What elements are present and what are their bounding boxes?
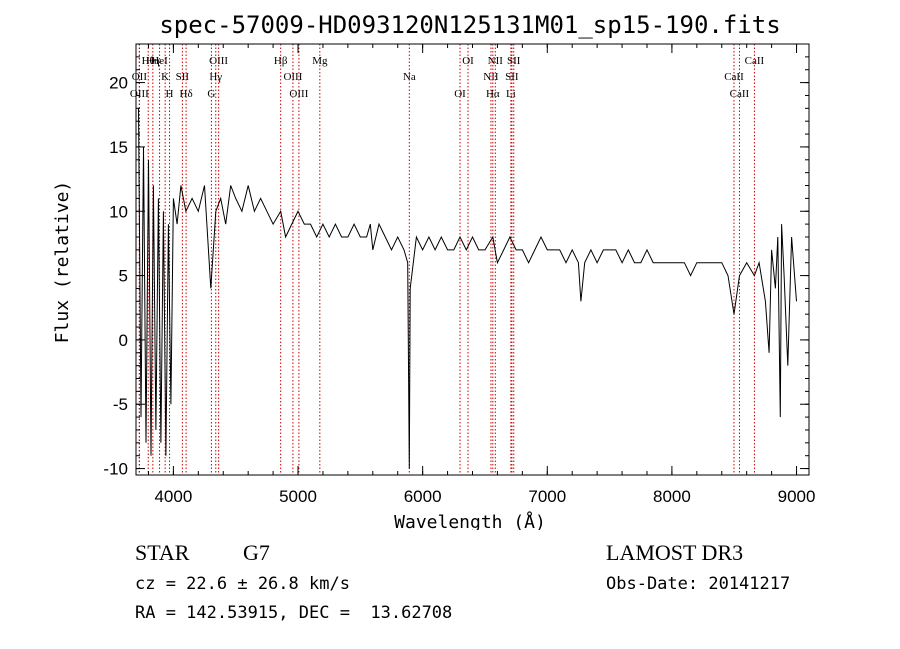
line-marker-label: NII xyxy=(488,55,504,67)
line-marker-label: OI xyxy=(462,55,474,67)
line-marker-label: Hβ xyxy=(274,55,288,67)
line-marker-label: H xyxy=(166,88,174,100)
line-marker-label: K xyxy=(161,71,169,83)
object-subclass: G7 xyxy=(243,540,270,565)
y-tick-label: -10 xyxy=(103,460,128,479)
x-tick-label: 4000 xyxy=(154,487,192,506)
line-marker-label: Hδ xyxy=(180,88,193,100)
obs-date-text: Obs-Date: 20141217 xyxy=(606,574,791,594)
line-marker-label: OIII xyxy=(209,55,228,67)
x-axis-label: Wavelength (Å) xyxy=(394,511,546,530)
object-class: STAR xyxy=(135,540,190,565)
line-marker-label: G xyxy=(207,88,215,100)
line-marker-label: CaII xyxy=(745,55,765,67)
line-marker-label: OIII xyxy=(289,88,308,100)
y-tick-label: -5 xyxy=(113,395,128,414)
line-marker-label: NII xyxy=(483,71,499,83)
line-marker-label: SII xyxy=(507,55,521,67)
y-tick-label: 15 xyxy=(109,138,128,157)
x-tick-label: 7000 xyxy=(528,487,566,506)
y-tick-label: 0 xyxy=(119,331,128,350)
redshift-text: cz = 22.6 ± 26.8 km/s xyxy=(135,574,350,594)
y-tick-label: 20 xyxy=(109,74,128,93)
x-tick-label: 6000 xyxy=(404,487,442,506)
x-tick-label: 8000 xyxy=(653,487,691,506)
plot-area: HθOIIOIIIHeIKHHηSIIHδOIIIHγGHβOIIIOIIIMg… xyxy=(103,43,816,506)
plot-frame xyxy=(135,43,810,476)
line-marker-label: Li xyxy=(506,88,516,100)
spectrum-line xyxy=(138,108,797,469)
line-marker-label: OIII xyxy=(283,71,302,83)
line-marker-label: CaII xyxy=(724,71,744,83)
x-tick-label: 9000 xyxy=(778,487,816,506)
y-tick-label: 5 xyxy=(119,267,128,286)
line-marker-label: OI xyxy=(454,88,466,100)
line-marker-label: SII xyxy=(176,71,190,83)
line-marker-label: Na xyxy=(403,71,416,83)
line-marker-label: SII xyxy=(505,71,519,83)
line-marker-label: Hη xyxy=(146,55,160,67)
y-tick-label: 10 xyxy=(109,202,128,221)
line-marker-label: HeI xyxy=(151,55,168,67)
chart-title: spec-57009-HD093120N125131M01_sp15-190.f… xyxy=(159,11,780,39)
line-marker-label: Hγ xyxy=(209,71,222,83)
line-marker-label: Hα xyxy=(486,88,500,100)
line-marker-label: OIII xyxy=(130,88,149,100)
line-marker-label: Mg xyxy=(312,55,328,67)
x-tick-label: 5000 xyxy=(279,487,317,506)
line-marker-label: Hθ xyxy=(142,55,155,67)
survey-name: LAMOST DR3 xyxy=(606,540,744,565)
coordinates-text: RA = 142.53915, DEC = 13.62708 xyxy=(135,603,453,623)
spectrum-chart: spec-57009-HD093120N125131M01_sp15-190.f… xyxy=(52,11,816,530)
line-marker-label: CaII xyxy=(730,88,750,100)
y-axis-label: Flux (relative) xyxy=(52,181,73,344)
